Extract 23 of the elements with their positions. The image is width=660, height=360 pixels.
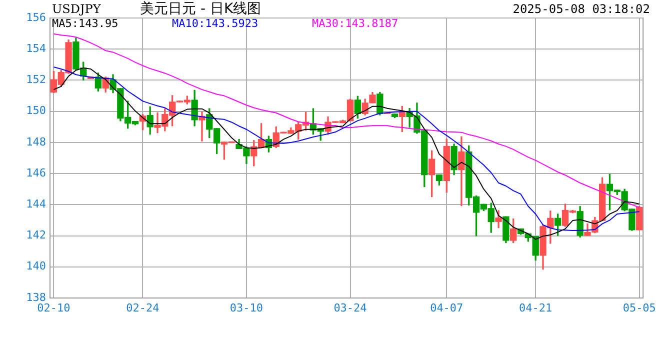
text: MA10:143.5923 <box>172 17 260 30</box>
chart-title: 美元日元 - 日K线图 <box>140 0 262 18</box>
y-tick-label: 146 <box>26 166 46 180</box>
x-tick-label: 03-10 <box>230 301 264 314</box>
y-tick-label: 144 <box>26 198 46 211</box>
x-tick-label: 04-21 <box>519 301 552 314</box>
y-tick-label: 138 <box>26 290 46 304</box>
x-tick-label: 02-10 <box>37 301 70 314</box>
text: MA30:143.8187 <box>312 17 400 30</box>
x-tick-label: 05-05 <box>622 301 656 314</box>
y-tick-label: 152 <box>26 73 46 86</box>
text: MA5:143.95 <box>52 17 120 30</box>
chart-subtitle: USDJPY <box>52 2 101 16</box>
y-tick-label: 150 <box>26 104 46 118</box>
y-tick-label: 148 <box>26 135 46 148</box>
text: 2025-05-08 03:18:02 <box>512 2 650 16</box>
y-tick-label: 156 <box>26 10 46 24</box>
y-tick-label: 154 <box>26 42 46 55</box>
y-tick-label: 142 <box>26 228 46 242</box>
x-tick-label: 03-24 <box>334 301 368 314</box>
x-tick-label: 02-24 <box>126 301 160 314</box>
y-tick-label: 140 <box>26 260 46 273</box>
x-tick-label: 04-07 <box>430 301 464 314</box>
